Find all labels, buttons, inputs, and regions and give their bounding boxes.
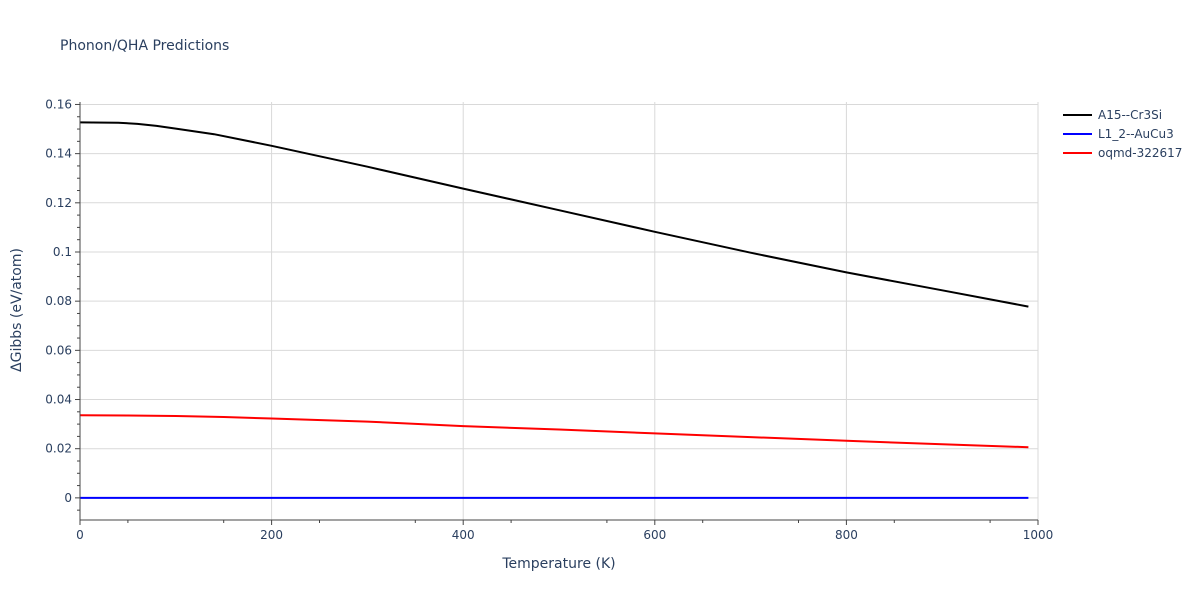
- y-tick-label: 0.06: [45, 343, 72, 357]
- x-tick-label: 0: [76, 528, 84, 542]
- legend[interactable]: A15--Cr3Si L1_2--AuCu3 oqmd-322617: [1063, 108, 1182, 160]
- y-tick-label: 0.02: [45, 442, 72, 456]
- y-tick-label: 0: [64, 491, 72, 505]
- x-tick-label: 600: [643, 528, 666, 542]
- chart-title: Phonon/QHA Predictions: [60, 38, 229, 54]
- legend-label: L1_2--AuCu3: [1098, 127, 1174, 141]
- legend-label: A15--Cr3Si: [1098, 108, 1162, 122]
- y-axis-title: ΔGibbs (eV/atom): [9, 248, 25, 372]
- x-axis-title: Temperature (K): [501, 556, 615, 572]
- x-tick-label: 1000: [1023, 528, 1054, 542]
- legend-item[interactable]: L1_2--AuCu3: [1063, 127, 1174, 141]
- series-line-oqmd-322617[interactable]: [79, 414, 1029, 449]
- y-tick-label: 0.12: [45, 196, 72, 210]
- x-tick-label: 400: [452, 528, 475, 542]
- series-line-a15-cr3si[interactable]: [79, 121, 1029, 308]
- grid-layer: [80, 102, 1039, 520]
- y-tick-label: 0.04: [45, 393, 72, 407]
- legend-item[interactable]: A15--Cr3Si: [1063, 108, 1162, 122]
- x-tick-label: 200: [260, 528, 283, 542]
- x-tick-label: 800: [835, 528, 858, 542]
- axis-layer: 0 200 400 600 800 1000 0 0.02 0.04 0.06 0.08 0.1 0.1…: [45, 97, 1053, 542]
- y-tick-label: 0.16: [45, 97, 72, 111]
- y-tick-label: 0.14: [45, 147, 72, 161]
- series-layer: [79, 121, 1029, 499]
- y-tick-label: 0.08: [45, 294, 72, 308]
- legend-label: oqmd-322617: [1098, 146, 1182, 160]
- legend-item[interactable]: oqmd-322617: [1063, 146, 1182, 160]
- y-tick-label: 0.1: [53, 245, 72, 259]
